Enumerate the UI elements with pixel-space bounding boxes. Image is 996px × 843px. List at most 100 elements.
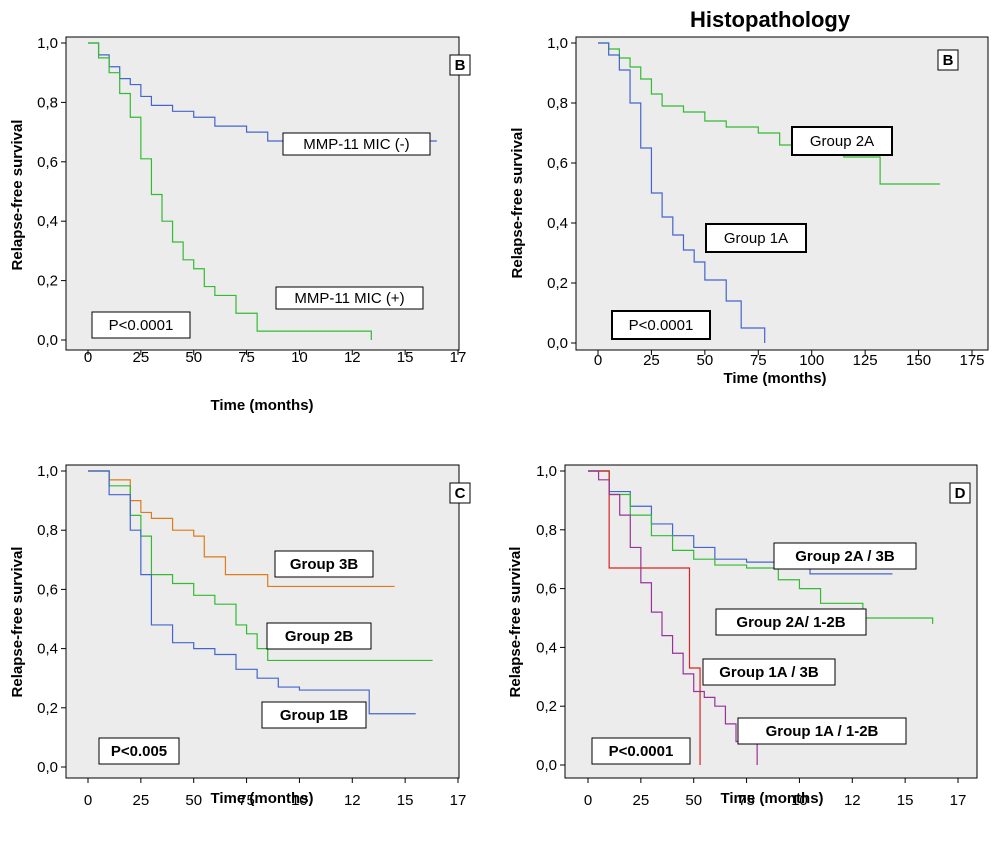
x-tick-label: 17 [450,792,467,809]
x-tick-label: 50 [185,792,202,809]
p-value-box [91,311,191,339]
x-tick-label: 50 [697,352,714,369]
y-tick-label: 0,2 [37,273,58,290]
series-label: Group 2A/ 1-2B [736,614,845,631]
y-axis-label: Relapse-free survival [507,547,524,698]
panel-C: 0,0 0,2 0,4 0,6 0,8 1,0 0 25 50 75 10 12 15 17 Relapse… [9,463,471,809]
y-tick-label: 0,6 [37,154,58,171]
x-tick-label: 15 [397,792,414,809]
y-tick-label: 0,4 [37,641,58,658]
x-tick-label: 12 [344,349,361,366]
x-tick-label: 12 [844,792,861,809]
x-tick-label: 17 [450,349,467,366]
y-tick-label: 0,0 [37,759,58,776]
series-label-box [705,223,807,253]
y-tick-label: 0,8 [37,94,58,111]
series-label: Group 2A [810,133,874,150]
y-tick-label: 0,2 [37,700,58,717]
p-value-label: P<0.0001 [629,317,694,334]
x-axis-label: Time (months) [210,790,313,807]
x-tick-label: 0 [594,352,602,369]
y-tick-label: 0,8 [536,522,557,539]
panel-label: B [943,52,954,69]
series-label-box [715,608,867,636]
series-label: Group 1A / 1-2B [766,723,879,740]
x-tick-label: 50 [185,349,202,366]
y-tick-label: 1,0 [37,35,58,52]
x-tick-label: 15 [897,792,914,809]
y-tick-label: 0,0 [536,757,557,774]
x-tick-label: 15 [397,349,414,366]
plot-area [65,464,460,779]
x-tick-label: 150 [906,352,931,369]
y-tick-label: 1,0 [536,463,557,480]
p-value-box [98,737,180,765]
panel-label-box [449,482,471,504]
panel-label-box [449,54,471,76]
x-tick-label: 25 [633,792,650,809]
x-tick-label: 10 [791,792,808,809]
p-value-box [591,737,691,765]
series-label: Group 2A / 3B [795,548,895,565]
x-tick-label: 12 [344,792,361,809]
p-value-label: P<0.0001 [609,743,674,760]
x-tick-label: 50 [685,792,702,809]
x-tick-label: 175 [959,352,984,369]
x-axis-label: Time (months) [210,397,313,414]
x-tick-label: 25 [643,352,660,369]
plot-area [575,36,989,351]
x-tick-label: 0 [584,792,592,809]
series-label-box [261,701,367,729]
series-group-1b [88,470,416,715]
figure-title: Histopathology [690,7,851,32]
series-label: Group 1A [724,230,788,247]
series-label-box [737,717,907,745]
x-axis-label: Time (months) [720,790,823,807]
series-group-1a-1-2b [588,470,758,765]
series-group-1a [598,42,766,343]
series-label: Group 1B [280,707,349,724]
y-tick-label: 0,8 [547,95,568,112]
y-tick-label: 1,0 [37,463,58,480]
x-tick-label: 17 [950,792,967,809]
panel-B: 0,0 0,2 0,4 0,6 0,8 1,0 0 25 50 75 100 125 150 175 Rel… [509,35,989,387]
x-tick-label: 125 [853,352,878,369]
y-tick-label: 0,8 [37,522,58,539]
x-tick-label: 0 [84,792,92,809]
y-tick-label: 0,0 [37,332,58,349]
panel-label: B [455,57,466,74]
y-axis-label: Relapse-free survival [509,128,526,279]
panel-label: C [455,485,466,502]
x-tick-label: 10 [291,792,308,809]
x-tick-label: 0 [84,349,92,366]
p-value-box [611,310,711,340]
x-tick-label: 25 [133,349,150,366]
series-label-box [274,550,374,578]
p-value-label: P<0.0001 [109,317,174,334]
x-tick-label: 75 [750,352,767,369]
series-label-box [275,286,424,310]
series-group-1a-3b [588,470,701,765]
panel-A: 0,0 0,2 0,4 0,6 0,8 1,0 0 25 50 75 10 12 15 17 Relapse… [9,35,471,414]
y-tick-label: 1,0 [547,35,568,52]
series-label-box [773,542,917,570]
series-label: Group 2B [285,628,354,645]
y-tick-label: 0,2 [547,275,568,292]
x-tick-label: 75 [238,349,255,366]
y-axis-label: Relapse-free survival [9,547,26,698]
y-tick-label: 0,2 [536,698,557,715]
y-tick-label: 0,4 [37,213,58,230]
x-tick-label: 25 [133,792,150,809]
x-tick-label: 10 [291,349,308,366]
series-label-box [702,658,836,686]
panel-D: 0,0 0,2 0,4 0,6 0,8 1,0 0 25 50 75 10 12 15 17 Relapse… [507,463,978,809]
y-tick-label: 0,6 [547,155,568,172]
x-axis-label: Time (months) [723,370,826,387]
x-tick-label: 75 [238,792,255,809]
series-label: MMP-11 MIC (-) [303,136,409,153]
y-tick-label: 0,4 [536,639,557,656]
y-axis-label: Relapse-free survival [9,120,26,271]
p-value-label: P<0.005 [111,743,167,760]
y-tick-label: 0,4 [547,215,568,232]
y-tick-label: 0,6 [37,581,58,598]
